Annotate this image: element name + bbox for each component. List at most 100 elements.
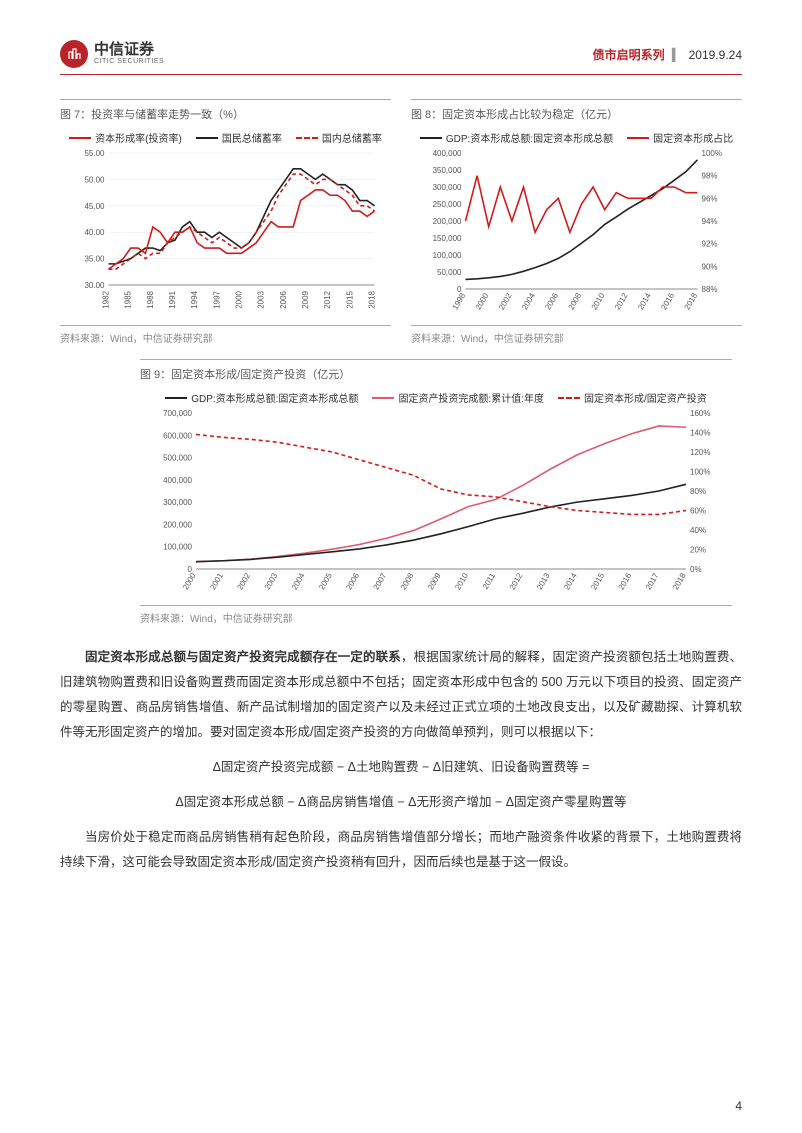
chart7-container: 图 7：投资率与储蓄率走势一致（%） 资本形成率(投资率) 国民总储蓄率 国内总… bbox=[60, 99, 391, 345]
logo-cn: 中信证券 bbox=[94, 42, 164, 59]
svg-text:94%: 94% bbox=[702, 217, 718, 226]
svg-text:2001: 2001 bbox=[208, 571, 225, 591]
svg-text:2010: 2010 bbox=[590, 291, 607, 311]
svg-text:30.00: 30.00 bbox=[84, 281, 105, 290]
logo: 中信证券 CITIC SECURITIES bbox=[60, 40, 164, 68]
svg-text:200,000: 200,000 bbox=[433, 217, 462, 226]
svg-text:300,000: 300,000 bbox=[163, 498, 192, 507]
svg-text:350,000: 350,000 bbox=[433, 166, 462, 175]
svg-text:400,000: 400,000 bbox=[433, 149, 462, 158]
svg-text:2009: 2009 bbox=[426, 571, 443, 591]
svg-text:2016: 2016 bbox=[617, 571, 634, 591]
svg-text:500,000: 500,000 bbox=[163, 454, 192, 463]
chart9-source: 资料来源：Wind，中信证券研究部 bbox=[140, 605, 732, 625]
logo-icon bbox=[60, 40, 88, 68]
svg-text:2006: 2006 bbox=[279, 290, 288, 308]
chart9-svg: 0100,000200,000300,000400,000500,000600,… bbox=[140, 409, 732, 599]
svg-text:2004: 2004 bbox=[290, 571, 307, 591]
svg-text:2012: 2012 bbox=[323, 290, 332, 308]
svg-text:2000: 2000 bbox=[474, 291, 491, 311]
page-header: 中信证券 CITIC SECURITIES 债市启明系列 ▍ 2019.9.24 bbox=[60, 40, 742, 75]
chart9-legend: GDP:资本形成总额:固定资本形成总额 固定资产投资完成额:累计值:年度 固定资… bbox=[140, 390, 732, 405]
para-1: 固定资本形成总额与固定资产投资完成额存在一定的联系，根据国家统计局的解释，固定资… bbox=[60, 645, 742, 745]
svg-text:100,000: 100,000 bbox=[433, 251, 462, 260]
svg-text:2012: 2012 bbox=[613, 291, 630, 311]
chart8-source: 资料来源：Wind，中信证券研究部 bbox=[411, 325, 742, 345]
svg-text:250,000: 250,000 bbox=[433, 200, 462, 209]
svg-text:2007: 2007 bbox=[372, 571, 389, 591]
chart7-source: 资料来源：Wind，中信证券研究部 bbox=[60, 325, 391, 345]
svg-text:2002: 2002 bbox=[497, 291, 514, 311]
body-text: 固定资本形成总额与固定资产投资完成额存在一定的联系，根据国家统计局的解释，固定资… bbox=[60, 645, 742, 875]
svg-text:700,000: 700,000 bbox=[163, 409, 192, 418]
svg-text:2006: 2006 bbox=[344, 571, 361, 591]
chart8-svg: 050,000100,000150,000200,000250,000300,0… bbox=[411, 149, 742, 319]
svg-text:2002: 2002 bbox=[235, 571, 252, 591]
svg-text:98%: 98% bbox=[702, 172, 718, 181]
logo-en: CITIC SECURITIES bbox=[94, 58, 164, 66]
svg-text:96%: 96% bbox=[702, 194, 718, 203]
svg-text:200,000: 200,000 bbox=[163, 520, 192, 529]
svg-text:2014: 2014 bbox=[562, 571, 579, 591]
svg-text:140%: 140% bbox=[690, 429, 710, 438]
formula-1: Δ固定资产投资完成额 − Δ土地购置费 − Δ旧建筑、旧设备购置费等 = bbox=[60, 755, 742, 780]
svg-text:2006: 2006 bbox=[543, 291, 560, 311]
svg-text:100,000: 100,000 bbox=[163, 543, 192, 552]
svg-text:2000: 2000 bbox=[235, 290, 244, 308]
svg-text:2014: 2014 bbox=[636, 291, 653, 311]
svg-text:80%: 80% bbox=[690, 487, 706, 496]
svg-text:2005: 2005 bbox=[317, 571, 334, 591]
report-date: 2019.9.24 bbox=[689, 48, 742, 62]
chart7-legend: 资本形成率(投资率) 国民总储蓄率 国内总储蓄率 bbox=[60, 130, 391, 145]
svg-text:300,000: 300,000 bbox=[433, 183, 462, 192]
svg-text:2016: 2016 bbox=[659, 291, 676, 311]
svg-text:2009: 2009 bbox=[301, 290, 310, 308]
svg-text:92%: 92% bbox=[702, 240, 718, 249]
svg-text:100%: 100% bbox=[702, 149, 722, 158]
svg-text:2008: 2008 bbox=[567, 291, 584, 311]
svg-text:2018: 2018 bbox=[368, 290, 377, 308]
svg-text:90%: 90% bbox=[702, 262, 718, 271]
svg-text:400,000: 400,000 bbox=[163, 476, 192, 485]
svg-text:2011: 2011 bbox=[481, 571, 498, 591]
chart7-svg: 30.0035.0040.0045.0050.0055.001982198519… bbox=[60, 149, 391, 319]
svg-text:2003: 2003 bbox=[257, 290, 266, 308]
svg-text:35.00: 35.00 bbox=[84, 255, 105, 264]
svg-text:2008: 2008 bbox=[399, 571, 416, 591]
svg-text:1988: 1988 bbox=[146, 290, 155, 308]
chart9-title: 图 9：固定资本形成/固定资产投资（亿元） bbox=[140, 366, 732, 382]
series-title: 债市启明系列 bbox=[593, 48, 665, 62]
svg-text:0%: 0% bbox=[690, 565, 702, 574]
svg-text:2018: 2018 bbox=[683, 291, 700, 311]
svg-text:1982: 1982 bbox=[102, 290, 111, 308]
svg-text:2012: 2012 bbox=[508, 571, 525, 591]
svg-text:1985: 1985 bbox=[124, 290, 133, 308]
svg-text:150,000: 150,000 bbox=[433, 234, 462, 243]
svg-text:1991: 1991 bbox=[168, 290, 177, 308]
chart7-title: 图 7：投资率与储蓄率走势一致（%） bbox=[60, 106, 391, 122]
header-meta: 债市启明系列 ▍ 2019.9.24 bbox=[593, 46, 742, 63]
chart8-title: 图 8：固定资本形成占比较为稳定（亿元） bbox=[411, 106, 742, 122]
svg-text:55.00: 55.00 bbox=[84, 149, 105, 158]
svg-text:50,000: 50,000 bbox=[437, 268, 462, 277]
svg-text:88%: 88% bbox=[702, 285, 718, 294]
formula-2: Δ固定资本形成总额 − Δ商品房销售增值 − Δ无形资产增加 − Δ固定资产零星… bbox=[60, 790, 742, 815]
svg-text:2000: 2000 bbox=[181, 571, 198, 591]
svg-text:2015: 2015 bbox=[345, 290, 354, 308]
svg-text:2003: 2003 bbox=[263, 571, 280, 591]
svg-text:1997: 1997 bbox=[212, 290, 221, 308]
svg-text:40%: 40% bbox=[690, 526, 706, 535]
svg-text:45.00: 45.00 bbox=[84, 202, 105, 211]
svg-text:2015: 2015 bbox=[589, 571, 606, 591]
svg-text:20%: 20% bbox=[690, 546, 706, 555]
svg-text:120%: 120% bbox=[690, 448, 710, 457]
svg-text:1994: 1994 bbox=[190, 290, 199, 308]
para-2: 当房价处于稳定而商品房销售稍有起色阶段，商品房销售增值部分增长；而地产融资条件收… bbox=[60, 825, 742, 875]
svg-text:60%: 60% bbox=[690, 507, 706, 516]
svg-text:2017: 2017 bbox=[644, 571, 661, 591]
svg-text:1998: 1998 bbox=[451, 291, 468, 311]
svg-text:100%: 100% bbox=[690, 468, 710, 477]
svg-text:2018: 2018 bbox=[671, 571, 688, 591]
chart9-container: 图 9：固定资本形成/固定资产投资（亿元） GDP:资本形成总额:固定资本形成总… bbox=[140, 359, 732, 625]
svg-text:2004: 2004 bbox=[520, 291, 537, 311]
